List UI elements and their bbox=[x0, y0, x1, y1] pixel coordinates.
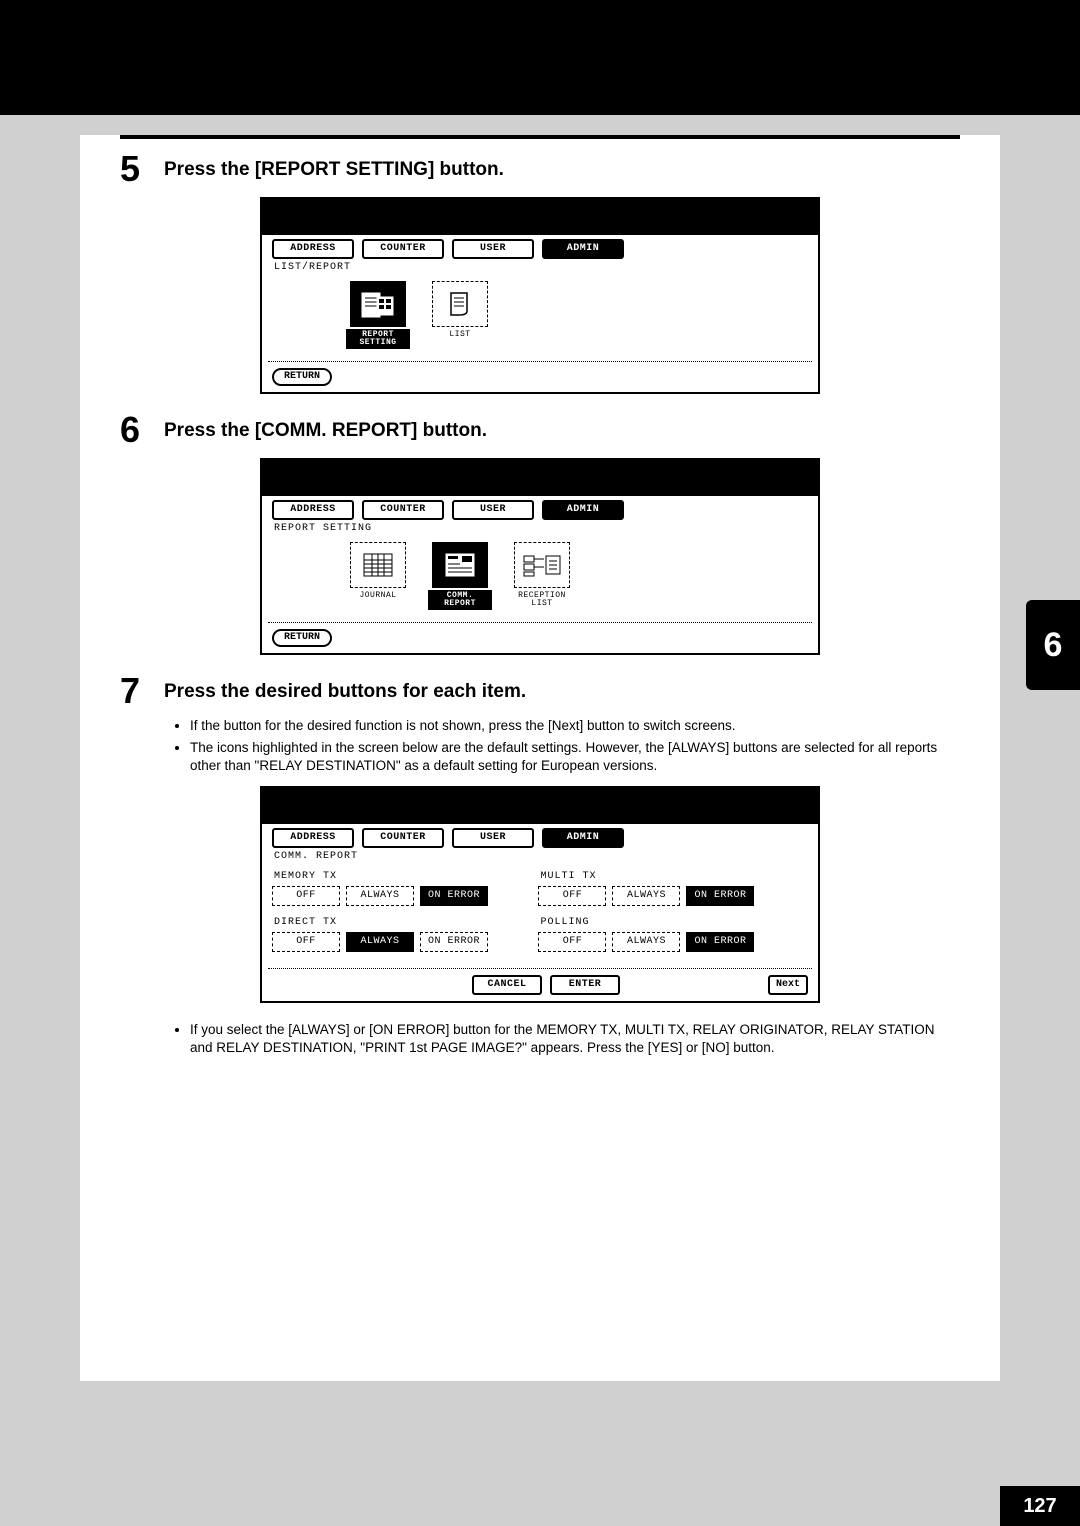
step-6: 6 Press the [COMM. REPORT] button. bbox=[120, 412, 960, 448]
step-7: 7 Press the desired buttons for each ite… bbox=[120, 673, 960, 709]
tab-address[interactable]: ADDRESS bbox=[272, 239, 354, 259]
opt-always[interactable]: ALWAYS bbox=[346, 932, 414, 952]
options-body: MEMORY TX OFF ALWAYS ON ERROR MULTI TX O… bbox=[262, 866, 818, 966]
step-5: 5 Press the [REPORT SETTING] button. bbox=[120, 151, 960, 187]
enter-button[interactable]: ENTER bbox=[550, 975, 620, 995]
group-multi-tx: MULTI TX OFF ALWAYS ON ERROR bbox=[538, 868, 800, 906]
step-6-title: Press the [COMM. REPORT] button. bbox=[164, 412, 487, 448]
lcd-screen-5: ADDRESS COUNTER USER ADMIN LIST/REPORT bbox=[260, 197, 820, 394]
group-title: POLLING bbox=[540, 918, 800, 928]
group-direct-tx: DIRECT TX OFF ALWAYS ON ERROR bbox=[272, 914, 534, 952]
top-black-bar bbox=[0, 0, 1080, 115]
step-5-title: Press the [REPORT SETTING] button. bbox=[164, 151, 504, 187]
comm-report-icon bbox=[442, 550, 478, 580]
dotted-rule bbox=[268, 622, 812, 623]
lcd-footer-7: CANCEL ENTER Next bbox=[262, 971, 818, 1001]
report-setting-label: REPORT SETTING bbox=[346, 329, 410, 349]
tab-counter[interactable]: COUNTER bbox=[362, 239, 444, 259]
opt-off[interactable]: OFF bbox=[538, 886, 606, 906]
return-button[interactable]: RETURN bbox=[272, 629, 332, 647]
lcd-tabbar: ADDRESS COUNTER USER ADMIN bbox=[262, 496, 818, 522]
lcd-tabbar: ADDRESS COUNTER USER ADMIN bbox=[262, 824, 818, 850]
group-title: MEMORY TX bbox=[274, 872, 534, 882]
tab-address[interactable]: ADDRESS bbox=[272, 500, 354, 520]
tab-admin[interactable]: ADMIN bbox=[542, 500, 624, 520]
group-memory-tx: MEMORY TX OFF ALWAYS ON ERROR bbox=[272, 868, 534, 906]
opt-off[interactable]: OFF bbox=[272, 886, 340, 906]
journal-label: JOURNAL bbox=[346, 590, 410, 602]
opt-off[interactable]: OFF bbox=[538, 932, 606, 952]
lcd-tabbar: ADDRESS COUNTER USER ADMIN bbox=[262, 235, 818, 261]
chapter-side-tab: 6 bbox=[1026, 600, 1080, 690]
dotted-rule bbox=[268, 968, 812, 969]
bullet: If the button for the desired function i… bbox=[190, 717, 960, 735]
opt-on-error[interactable]: ON ERROR bbox=[420, 932, 488, 952]
breadcrumb-5: LIST/REPORT bbox=[262, 261, 818, 277]
breadcrumb-7: COMM. REPORT bbox=[262, 850, 818, 866]
list-label: LIST bbox=[428, 329, 492, 341]
tab-counter[interactable]: COUNTER bbox=[362, 500, 444, 520]
lcd-footer-6: RETURN bbox=[262, 625, 818, 653]
icon-row-6: JOURNAL COMM. REPORT bbox=[262, 538, 818, 620]
opt-always[interactable]: ALWAYS bbox=[346, 886, 414, 906]
opt-on-error[interactable]: ON ERROR bbox=[686, 886, 754, 906]
comm-report-icon-button[interactable]: COMM. REPORT bbox=[428, 542, 492, 610]
list-icon bbox=[445, 289, 475, 319]
lcd-top-bar bbox=[262, 199, 818, 235]
group-polling: POLLING OFF ALWAYS ON ERROR bbox=[538, 914, 800, 952]
opt-always[interactable]: ALWAYS bbox=[612, 886, 680, 906]
group-title: MULTI TX bbox=[540, 872, 800, 882]
tab-admin[interactable]: ADMIN bbox=[542, 828, 624, 848]
opt-off[interactable]: OFF bbox=[272, 932, 340, 952]
reception-list-icon-button[interactable]: RECEPTION LIST bbox=[510, 542, 574, 610]
step-7-number: 7 bbox=[120, 673, 164, 709]
lcd-footer-5: RETURN bbox=[262, 364, 818, 392]
tab-user[interactable]: USER bbox=[452, 239, 534, 259]
opt-on-error[interactable]: ON ERROR bbox=[420, 886, 488, 906]
lcd-top-bar bbox=[262, 460, 818, 496]
step-7-bullets-b: If you select the [ALWAYS] or [ON ERROR]… bbox=[176, 1021, 960, 1057]
top-rule bbox=[120, 135, 960, 139]
group-title: DIRECT TX bbox=[274, 918, 534, 928]
icon-row-5: REPORT SETTING LIST bbox=[262, 277, 818, 359]
journal-icon-button[interactable]: JOURNAL bbox=[346, 542, 410, 610]
step-6-number: 6 bbox=[120, 412, 164, 448]
step-7-bullets-a: If the button for the desired function i… bbox=[176, 717, 960, 776]
tab-admin[interactable]: ADMIN bbox=[542, 239, 624, 259]
lcd-screen-6: ADDRESS COUNTER USER ADMIN REPORT SETTIN… bbox=[260, 458, 820, 655]
bullet: If you select the [ALWAYS] or [ON ERROR]… bbox=[190, 1021, 960, 1057]
page-body: 5 Press the [REPORT SETTING] button. ADD… bbox=[80, 135, 1000, 1381]
comm-report-label: COMM. REPORT bbox=[428, 590, 492, 610]
reception-list-icon bbox=[522, 550, 562, 580]
opt-always[interactable]: ALWAYS bbox=[612, 932, 680, 952]
tab-address[interactable]: ADDRESS bbox=[272, 828, 354, 848]
tab-user[interactable]: USER bbox=[452, 828, 534, 848]
lcd-top-bar bbox=[262, 788, 818, 824]
page-number: 127 bbox=[1000, 1486, 1080, 1526]
tab-counter[interactable]: COUNTER bbox=[362, 828, 444, 848]
tab-user[interactable]: USER bbox=[452, 500, 534, 520]
breadcrumb-6: REPORT SETTING bbox=[262, 522, 818, 538]
cancel-button[interactable]: CANCEL bbox=[472, 975, 542, 995]
report-setting-icon bbox=[361, 289, 395, 319]
bottom-space bbox=[120, 1061, 960, 1341]
journal-icon bbox=[360, 550, 396, 580]
bullet: The icons highlighted in the screen belo… bbox=[190, 739, 960, 775]
lcd-screen-7: ADDRESS COUNTER USER ADMIN COMM. REPORT … bbox=[260, 786, 820, 1003]
list-icon-button[interactable]: LIST bbox=[428, 281, 492, 349]
return-button[interactable]: RETURN bbox=[272, 368, 332, 386]
reception-list-label: RECEPTION LIST bbox=[510, 590, 574, 610]
step-5-number: 5 bbox=[120, 151, 164, 187]
dotted-rule bbox=[268, 361, 812, 362]
next-button[interactable]: Next bbox=[768, 975, 808, 995]
step-7-title: Press the desired buttons for each item. bbox=[164, 673, 526, 709]
opt-on-error[interactable]: ON ERROR bbox=[686, 932, 754, 952]
report-setting-icon-button[interactable]: REPORT SETTING bbox=[346, 281, 410, 349]
